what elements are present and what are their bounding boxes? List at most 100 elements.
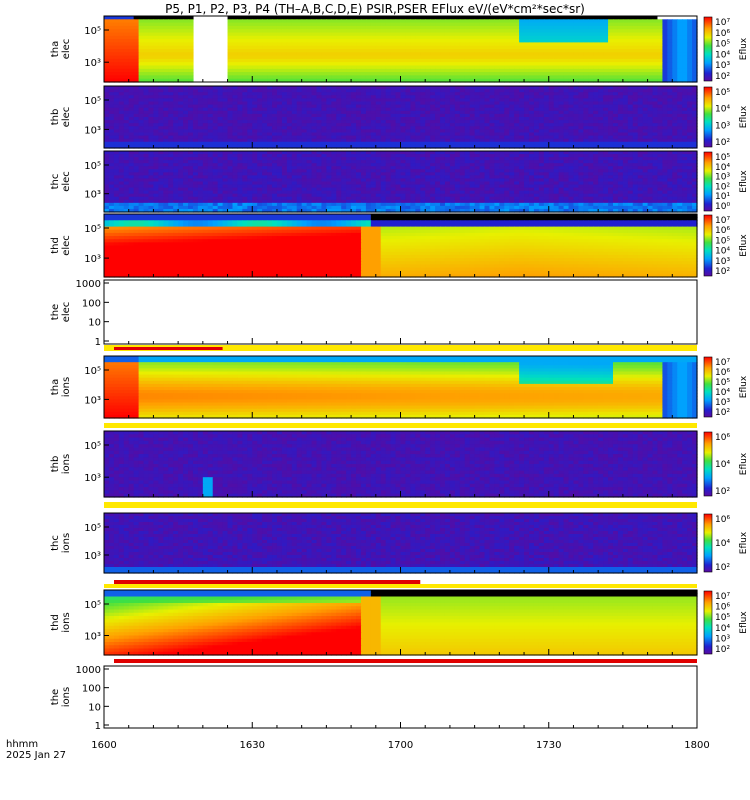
- colorbar-tick-label: 10³: [715, 398, 730, 408]
- colorbar-tick-label: 10⁴: [715, 460, 730, 470]
- panel-y-label: thcions: [50, 533, 72, 553]
- colorbar-tick-label: 10⁴: [715, 624, 730, 634]
- time-tick-label: 1600: [91, 740, 116, 751]
- colorbar-tick-label: 10¹: [715, 192, 730, 202]
- y-tick-label: 1000: [76, 279, 101, 290]
- colorbar-tick-label: 10⁴: [715, 388, 730, 398]
- colorbar-label: Eflux: [739, 105, 749, 128]
- colorbar-tick-label: 10⁷: [715, 216, 730, 226]
- panel-y-label: thbelec: [50, 107, 72, 128]
- time-tick-label: 1800: [684, 740, 709, 751]
- colorbar-tick-label: 10⁵: [715, 88, 730, 98]
- colorbar: 10⁶ 10⁴ 10² Eflux: [704, 514, 749, 573]
- y-tick-label: 10⁵: [84, 161, 101, 172]
- panel-frame: [104, 280, 697, 344]
- y-tick-label: 100: [82, 684, 101, 695]
- colorbar-tick-label: 10⁴: [715, 163, 730, 173]
- y-tick-label: 10⁵: [84, 26, 101, 37]
- colorbar-tick-label: 10³: [715, 121, 730, 131]
- colorbar-tick-label: 10⁶: [715, 515, 730, 525]
- y-tick-label: 10⁵: [84, 600, 101, 611]
- y-tick-label: 100: [82, 298, 101, 309]
- y-tick-label: 10⁵: [84, 523, 101, 534]
- colorbar-tick-label: 10²: [715, 408, 730, 418]
- colorbar-tick-label: 10⁴: [715, 50, 730, 60]
- panel-the-ions: 1000 100 10 1 theions: [50, 665, 697, 732]
- colorbar-tick-label: 10²: [715, 563, 730, 573]
- colorbar-label: Eflux: [739, 375, 749, 398]
- y-tick-label: 10⁵: [84, 224, 101, 235]
- y-tick-label: 10³: [84, 632, 101, 643]
- colorbar-tick-label: 10⁰: [715, 202, 730, 212]
- colorbar-tick-label: 10³: [715, 257, 730, 267]
- panel-y-label: thcelec: [50, 171, 72, 192]
- colorbar-tick-label: 10³: [715, 634, 730, 644]
- y-tick-label: 10: [88, 318, 101, 329]
- y-tick-label: 1: [95, 721, 101, 732]
- panel-frame: [104, 666, 697, 728]
- status-bar: [104, 423, 697, 428]
- colorbar-tick-label: 10⁵: [715, 40, 730, 50]
- colorbar-label: Eflux: [739, 531, 749, 554]
- colorbar-label: Eflux: [739, 452, 749, 475]
- y-tick-label: 10³: [84, 473, 101, 484]
- colorbar-tick-label: 10⁷: [715, 18, 730, 28]
- status-bar: [104, 584, 697, 588]
- y-tick-label: 10³: [84, 254, 101, 265]
- colorbar-label: Eflux: [739, 234, 749, 257]
- panel-y-label: thdions: [50, 612, 72, 632]
- panel-y-label: thaions: [50, 377, 72, 397]
- time-tick-label: 1730: [536, 740, 561, 751]
- colorbar-tick-label: 10²: [715, 72, 730, 82]
- panel-thc-ions: 10⁵ 10³ thcions 10⁶ 10⁴ 10² Eflux: [50, 513, 749, 588]
- colorbar-tick-label: 10⁷: [715, 592, 730, 602]
- colorbar-tick-label: 10⁵: [715, 378, 730, 388]
- colorbar-tick-label: 10⁴: [715, 539, 730, 549]
- time-tick-label: 1700: [388, 740, 413, 751]
- y-tick-label: 1000: [76, 665, 101, 676]
- status-bar-red: [114, 580, 420, 584]
- status-bar: [104, 502, 697, 508]
- y-tick-label: 10⁵: [84, 441, 101, 452]
- colorbar-tick-label: 10³: [715, 173, 730, 183]
- y-tick-label: 10: [88, 702, 101, 713]
- colorbar-tick-label: 10²: [715, 267, 730, 277]
- colorbar-tick-label: 10⁴: [715, 105, 730, 115]
- colorbar-tick-label: 10⁶: [715, 29, 730, 39]
- time-tick-label: 1630: [240, 740, 265, 751]
- y-tick-label: 10³: [84, 58, 101, 69]
- colorbar-tick-label: 10⁵: [715, 613, 730, 623]
- colorbar-tick-label: 10⁵: [715, 236, 730, 246]
- panel-y-label: theions: [50, 687, 72, 707]
- y-tick-label: 10³: [84, 395, 101, 406]
- colorbar-label: Eflux: [739, 611, 749, 634]
- time-axis-date-label: 2025 Jan 27: [6, 750, 66, 761]
- y-tick-label: 10³: [84, 551, 101, 562]
- colorbar-tick-label: 10⁶: [715, 368, 730, 378]
- colorbar-tick-label: 10²: [715, 487, 730, 497]
- status-bar-red: [114, 347, 223, 350]
- colorbar-tick-label: 10⁶: [715, 226, 730, 236]
- y-tick-label: 1: [95, 337, 101, 348]
- colorbar-label: Eflux: [739, 170, 749, 193]
- panel-y-label: thdelec: [50, 235, 72, 256]
- time-axis: 1600 1630 1700 1730 1800: [91, 740, 709, 751]
- colorbar-tick-label: 10⁷: [715, 358, 730, 368]
- y-tick-label: 10³: [84, 190, 101, 201]
- colorbar-tick-label: 10²: [715, 645, 730, 655]
- colorbar-tick-label: 10⁶: [715, 603, 730, 613]
- colorbar-tick-label: 10⁴: [715, 247, 730, 257]
- y-tick-label: 10³: [84, 125, 101, 136]
